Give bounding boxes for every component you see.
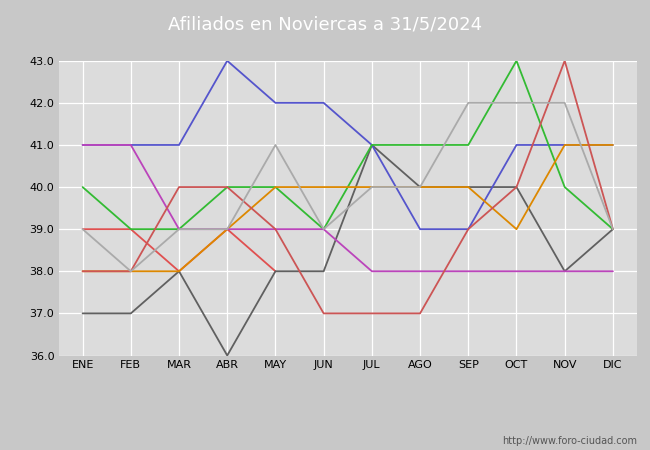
Text: Afiliados en Noviercas a 31/5/2024: Afiliados en Noviercas a 31/5/2024 <box>168 16 482 34</box>
Text: http://www.foro-ciudad.com: http://www.foro-ciudad.com <box>502 436 637 446</box>
